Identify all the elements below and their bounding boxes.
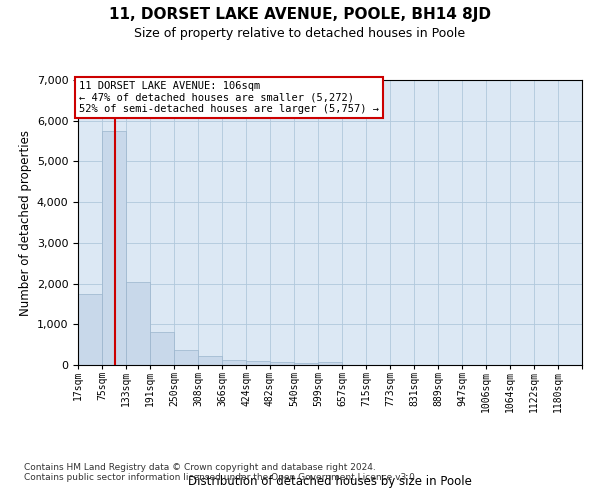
Bar bbox=[222, 360, 246, 365]
Text: Contains public sector information licensed under the Open Government Licence v3: Contains public sector information licen… bbox=[24, 474, 418, 482]
Bar bbox=[294, 363, 318, 365]
Bar bbox=[270, 362, 294, 365]
Bar bbox=[78, 294, 102, 365]
Text: 11 DORSET LAKE AVENUE: 106sqm
← 47% of detached houses are smaller (5,272)
52% o: 11 DORSET LAKE AVENUE: 106sqm ← 47% of d… bbox=[79, 81, 379, 114]
Bar bbox=[318, 362, 342, 365]
Text: Contains HM Land Registry data © Crown copyright and database right 2024.: Contains HM Land Registry data © Crown c… bbox=[24, 464, 376, 472]
Bar bbox=[198, 356, 222, 365]
Text: Distribution of detached houses by size in Poole: Distribution of detached houses by size … bbox=[188, 474, 472, 488]
Bar bbox=[150, 332, 174, 365]
Bar bbox=[102, 131, 126, 365]
Y-axis label: Number of detached properties: Number of detached properties bbox=[19, 130, 32, 316]
Bar bbox=[246, 360, 270, 365]
Bar bbox=[126, 282, 150, 365]
Bar bbox=[174, 350, 198, 365]
Text: 11, DORSET LAKE AVENUE, POOLE, BH14 8JD: 11, DORSET LAKE AVENUE, POOLE, BH14 8JD bbox=[109, 8, 491, 22]
Text: Size of property relative to detached houses in Poole: Size of property relative to detached ho… bbox=[134, 28, 466, 40]
